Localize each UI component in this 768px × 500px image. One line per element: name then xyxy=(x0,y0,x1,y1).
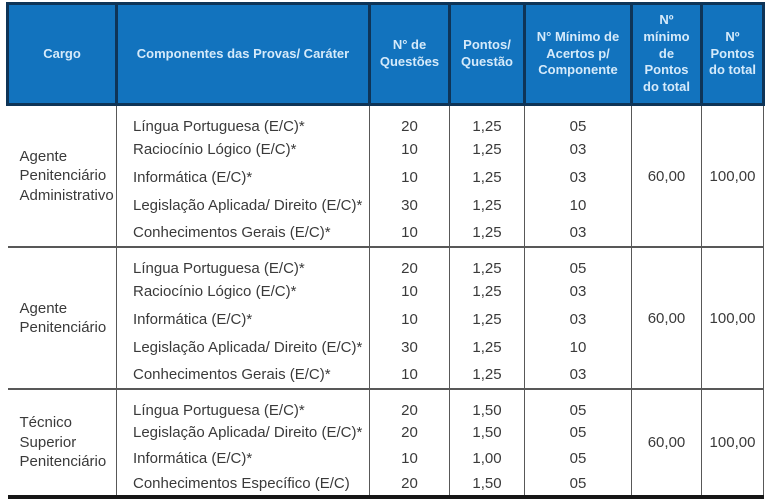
component-cell: Raciocínio Lógico (E/C)* xyxy=(116,135,370,163)
questoes-cell: 30 xyxy=(369,333,450,361)
questoes-cell: 10 xyxy=(369,277,450,305)
cargo-cell: Agente Penitenciário Administrativo xyxy=(7,103,117,247)
header-cell-componentes: Componentes das Provas/ Caráter xyxy=(115,2,371,106)
table-header: Cargo Componentes das Provas/ Caráter N°… xyxy=(6,2,765,106)
acertos-cell: 05 xyxy=(524,445,632,471)
questoes-cell: 10 xyxy=(369,135,450,163)
table-row: Informática (E/C)* 10 1,00 05 xyxy=(8,445,764,471)
component-cell: Legislação Aplicada/ Direito (E/C)* xyxy=(116,333,370,361)
header-cell-questoes: N° de Questões xyxy=(368,2,451,106)
pontos-cell: 1,00 xyxy=(449,445,525,471)
questoes-cell: 20 xyxy=(369,419,450,445)
table-row: Legislação Aplicada/ Direito (E/C)* 30 1… xyxy=(8,191,764,219)
table-row: Conhecimentos Gerais (E/C)* 10 1,25 03 xyxy=(8,361,764,389)
component-cell: Raciocínio Lógico (E/C)* xyxy=(116,277,370,305)
component-cell: Informática (E/C)* xyxy=(116,163,370,191)
questoes-cell: 10 xyxy=(369,219,450,247)
pontos-total-cell: 100,00 xyxy=(701,388,764,497)
table-row: Legislação Aplicada/ Direito (E/C)* 20 1… xyxy=(8,419,764,445)
pontos-cell: 1,25 xyxy=(449,163,525,191)
pontos-cell: 1,25 xyxy=(449,219,525,247)
component-cell: Informática (E/C)* xyxy=(116,445,370,471)
table-row: Agente Penitenciário Língua Portuguesa (… xyxy=(7,246,764,389)
component-cell: Legislação Aplicada/ Direito (E/C)* xyxy=(116,419,370,445)
header-cell-pontos-total: Nº Pontos do total xyxy=(700,2,765,106)
questoes-cell: 10 xyxy=(369,305,450,333)
component-cell: Língua Portuguesa (E/C)* xyxy=(116,103,370,135)
acertos-cell: 10 xyxy=(524,333,632,361)
pontos-cell: 1,50 xyxy=(449,471,525,497)
cargo-cell: Agente Penitenciário xyxy=(7,246,117,389)
acertos-cell: 03 xyxy=(524,277,632,305)
questoes-cell: 20 xyxy=(369,103,450,135)
questoes-cell: 30 xyxy=(369,191,450,219)
questoes-cell: 20 xyxy=(369,388,450,419)
acertos-cell: 05 xyxy=(524,388,632,419)
min-pontos-total-cell: 60,00 xyxy=(631,388,702,497)
acertos-cell: 03 xyxy=(524,135,632,163)
questoes-cell: 10 xyxy=(369,163,450,191)
pontos-total-cell: 100,00 xyxy=(701,103,764,247)
pontos-total-cell: 100,00 xyxy=(701,246,764,389)
table-row: Informática (E/C)* 10 1,25 03 xyxy=(8,163,764,191)
acertos-cell: 05 xyxy=(524,246,632,277)
header-cell-pontos-questao: Pontos/ Questão xyxy=(448,2,526,106)
questoes-cell: 20 xyxy=(369,471,450,497)
component-cell: Língua Portuguesa (E/C)* xyxy=(116,246,370,277)
header-cell-cargo: Cargo xyxy=(6,2,118,106)
component-cell: Conhecimentos Gerais (E/C)* xyxy=(116,361,370,389)
component-cell: Conhecimentos Específico (E/C) xyxy=(116,471,370,497)
acertos-cell: 05 xyxy=(524,471,632,497)
table-row: Informática (E/C)* 10 1,25 03 xyxy=(8,305,764,333)
acertos-cell: 03 xyxy=(524,163,632,191)
pontos-cell: 1,50 xyxy=(449,388,525,419)
acertos-cell: 05 xyxy=(524,103,632,135)
min-pontos-total-cell: 60,00 xyxy=(631,246,702,389)
exam-scores-table: Cargo Componentes das Provas/ Caráter N°… xyxy=(6,2,765,499)
acertos-cell: 05 xyxy=(524,419,632,445)
pontos-cell: 1,25 xyxy=(449,361,525,389)
header-cell-min-pontos-total: Nº mínimo de Pontos do total xyxy=(630,2,703,106)
table-row: Conhecimentos Gerais (E/C)* 10 1,25 03 xyxy=(8,219,764,247)
table-row: Raciocínio Lógico (E/C)* 10 1,25 03 xyxy=(8,277,764,305)
acertos-cell: 10 xyxy=(524,191,632,219)
pontos-cell: 1,25 xyxy=(449,246,525,277)
component-cell: Informática (E/C)* xyxy=(116,305,370,333)
component-cell: Conhecimentos Gerais (E/C)* xyxy=(116,219,370,247)
table-row: Legislação Aplicada/ Direito (E/C)* 30 1… xyxy=(8,333,764,361)
component-cell: Legislação Aplicada/ Direito (E/C)* xyxy=(116,191,370,219)
table-row: Conhecimentos Específico (E/C) 20 1,50 0… xyxy=(8,471,764,497)
acertos-cell: 03 xyxy=(524,219,632,247)
pontos-cell: 1,25 xyxy=(449,191,525,219)
pontos-cell: 1,25 xyxy=(449,277,525,305)
acertos-cell: 03 xyxy=(524,305,632,333)
table-row: Raciocínio Lógico (E/C)* 10 1,25 03 xyxy=(8,135,764,163)
pontos-cell: 1,50 xyxy=(449,419,525,445)
pontos-cell: 1,25 xyxy=(449,103,525,135)
component-cell: Língua Portuguesa (E/C)* xyxy=(116,388,370,419)
acertos-cell: 03 xyxy=(524,361,632,389)
questoes-cell: 10 xyxy=(369,361,450,389)
table-row: Técnico Superior Penitenciário Língua Po… xyxy=(7,388,764,497)
pontos-cell: 1,25 xyxy=(449,135,525,163)
questoes-cell: 10 xyxy=(369,445,450,471)
table-row: Agente Penitenciário Administrativo Líng… xyxy=(7,103,764,247)
questoes-cell: 20 xyxy=(369,246,450,277)
header-cell-acertos: N° Mínimo de Acertos p/ Componente xyxy=(523,2,633,106)
cargo-cell: Técnico Superior Penitenciário xyxy=(7,388,117,497)
pontos-cell: 1,25 xyxy=(449,305,525,333)
table-body: Agente Penitenciário Administrativo Líng… xyxy=(7,103,764,497)
header-row: Cargo Componentes das Provas/ Caráter N°… xyxy=(6,2,765,106)
min-pontos-total-cell: 60,00 xyxy=(631,103,702,247)
pontos-cell: 1,25 xyxy=(449,333,525,361)
